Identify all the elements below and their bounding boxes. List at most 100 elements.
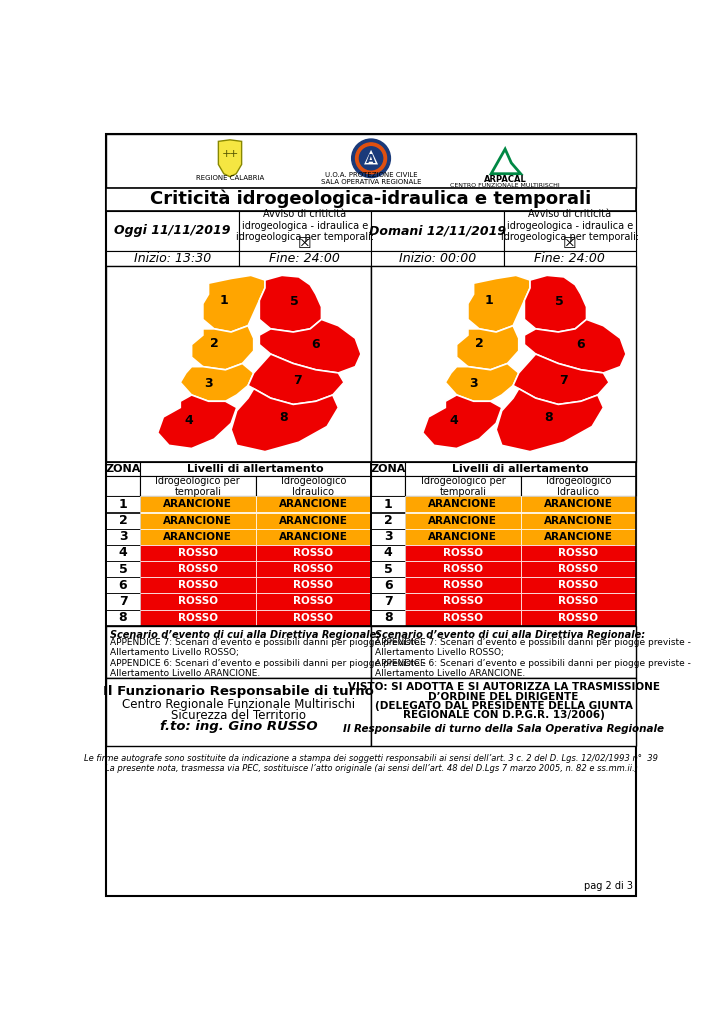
Bar (405, 497, 521, 512)
Text: Livelli di allertamento: Livelli di allertamento (188, 464, 324, 474)
Bar (405, 545, 521, 561)
Bar (371, 626, 636, 678)
Bar (140, 463, 371, 476)
Text: 2: 2 (210, 337, 219, 350)
Bar (504, 251, 636, 266)
Text: ROSSO: ROSSO (558, 548, 598, 558)
Text: Centro Regionale Funzionale Multirischi: Centro Regionale Funzionale Multirischi (122, 697, 355, 711)
Bar (371, 476, 405, 497)
Bar (371, 528, 405, 545)
Text: ROSSO: ROSSO (293, 548, 333, 558)
Text: Le firme autografe sono sostituite da indicazione a stampa dei soggetti responsa: Le firme autografe sono sostituite da in… (84, 754, 658, 763)
Text: ROSSO: ROSSO (293, 596, 333, 606)
Polygon shape (524, 319, 626, 373)
Bar (106, 463, 371, 626)
Text: Domani 12/11/2019: Domani 12/11/2019 (369, 224, 506, 238)
Polygon shape (513, 354, 609, 404)
Bar (106, 266, 371, 463)
Bar (106, 593, 140, 609)
Text: A: A (366, 154, 376, 166)
Text: 3: 3 (469, 377, 478, 389)
Text: Inizio: 13:30: Inizio: 13:30 (134, 252, 211, 265)
Text: Idrogeologico per
temporali: Idrogeologico per temporali (156, 475, 240, 497)
Text: ROSSO: ROSSO (558, 596, 598, 606)
Bar (521, 593, 636, 609)
Bar (405, 593, 521, 609)
Circle shape (359, 146, 383, 170)
Bar (106, 476, 140, 497)
Bar (371, 463, 636, 626)
Text: 7: 7 (119, 595, 127, 608)
Polygon shape (364, 150, 378, 165)
Text: 1: 1 (219, 294, 228, 307)
Bar (140, 528, 256, 545)
Bar (140, 476, 256, 497)
Text: Oggi 11/11/2019: Oggi 11/11/2019 (114, 224, 230, 238)
Text: ROSSO: ROSSO (558, 581, 598, 590)
Text: ROSSO: ROSSO (558, 564, 598, 574)
Polygon shape (423, 395, 502, 449)
Text: Idrogeologico per
temporali: Idrogeologico per temporali (421, 475, 505, 497)
Bar (256, 528, 371, 545)
Text: ROSSO: ROSSO (178, 548, 218, 558)
Text: ROSSO: ROSSO (293, 581, 333, 590)
Bar (256, 593, 371, 609)
Bar (371, 609, 405, 626)
Text: 4: 4 (450, 414, 458, 427)
Polygon shape (259, 275, 321, 332)
Text: ARANCIONE: ARANCIONE (544, 516, 613, 525)
Bar (106, 187, 636, 211)
Bar (371, 251, 504, 266)
Text: 3: 3 (384, 530, 392, 544)
Bar (140, 609, 256, 626)
Polygon shape (468, 275, 530, 332)
Text: ☒: ☒ (563, 236, 576, 251)
Text: Il Funzionario Responsabile di turno: Il Funzionario Responsabile di turno (103, 685, 374, 698)
Text: ROSSO: ROSSO (443, 548, 483, 558)
Bar (140, 578, 256, 593)
Text: Sicurezza del Territorio: Sicurezza del Territorio (171, 709, 306, 722)
Text: pag 2 di 3: pag 2 di 3 (584, 882, 633, 891)
Text: 3: 3 (119, 530, 127, 544)
Text: U.O.A. PROTEZIONE CIVILE
SALA OPERATIVA REGIONALE: U.O.A. PROTEZIONE CIVILE SALA OPERATIVA … (321, 172, 421, 184)
Text: 6: 6 (384, 579, 392, 592)
Text: 8: 8 (119, 611, 127, 624)
Text: Fine: 24:00: Fine: 24:00 (534, 252, 605, 265)
Bar (106, 528, 140, 545)
Text: 2: 2 (384, 514, 392, 527)
Bar (256, 545, 371, 561)
Text: Il Responsabile di turno della Sala Operativa Regionale: Il Responsabile di turno della Sala Oper… (343, 724, 664, 734)
Bar (256, 476, 371, 497)
Text: f.to: ing. Gino RUSSO: f.to: ing. Gino RUSSO (160, 720, 317, 733)
Bar (371, 463, 405, 476)
Text: 2: 2 (475, 337, 484, 350)
Text: ARANCIONE: ARANCIONE (164, 531, 232, 542)
Text: ZONA: ZONA (106, 464, 140, 474)
Text: 4: 4 (384, 547, 392, 559)
Bar (256, 497, 371, 512)
Text: 8: 8 (384, 611, 392, 624)
Bar (371, 578, 405, 593)
Bar (256, 512, 371, 528)
Bar (405, 476, 521, 497)
Bar (371, 678, 636, 745)
Bar (256, 561, 371, 578)
Text: APPENDICE 7: Scenari d’evento e possibili danni per piogge previste -
Allertamen: APPENDICE 7: Scenari d’evento e possibil… (375, 638, 691, 678)
Bar (521, 528, 636, 545)
Text: 1: 1 (384, 498, 392, 511)
Bar (405, 512, 521, 528)
Bar (371, 211, 504, 251)
Bar (106, 251, 238, 266)
Bar (405, 463, 636, 476)
Text: 7: 7 (294, 374, 303, 387)
Bar (371, 266, 636, 463)
Text: 5: 5 (384, 562, 392, 575)
Bar (371, 545, 405, 561)
Text: ROSSO: ROSSO (293, 612, 333, 623)
Text: 6: 6 (577, 338, 586, 350)
Text: +: + (222, 150, 231, 160)
Text: ☒: ☒ (298, 236, 311, 251)
Bar (521, 561, 636, 578)
Polygon shape (180, 364, 253, 401)
Bar (371, 497, 405, 512)
